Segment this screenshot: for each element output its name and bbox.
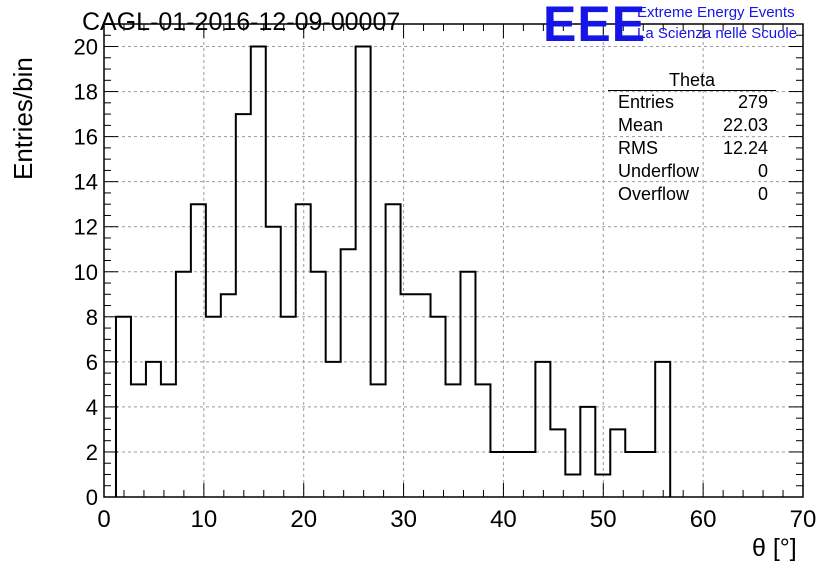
- histogram-bin: [356, 47, 371, 497]
- y-tick-label: 8: [86, 305, 98, 330]
- histogram-bin: [236, 114, 251, 497]
- histogram-bin: [655, 362, 670, 497]
- histogram-bin: [116, 317, 131, 497]
- histogram-bin: [191, 204, 206, 497]
- x-tick-label: 40: [490, 506, 517, 533]
- histogram-bin: [520, 452, 535, 497]
- y-tick-label: 16: [74, 125, 98, 150]
- stats-label: Mean: [618, 115, 664, 135]
- y-tick-label: 14: [74, 170, 98, 195]
- histogram-bin: [386, 204, 401, 497]
- stats-value: 279: [737, 92, 768, 112]
- stats-label: Overflow: [618, 184, 690, 204]
- histogram-bin: [550, 429, 565, 497]
- stats-row-mean: Mean 22.03: [608, 114, 776, 137]
- histogram-bin: [176, 272, 191, 497]
- plot-frame: [103, 23, 804, 498]
- histogram-bin: [296, 204, 311, 497]
- y-tick-label: 0: [86, 485, 98, 510]
- histogram-bin: [535, 362, 550, 497]
- x-tick-label: 0: [97, 506, 110, 533]
- histogram-bin: [416, 294, 431, 497]
- stats-value: 22.03: [722, 115, 768, 135]
- stats-row-overflow: Overflow 0: [608, 183, 776, 206]
- y-tick-label: 18: [74, 80, 98, 105]
- histogram-bin: [146, 362, 161, 497]
- eee-logo: EEE: [543, 0, 647, 52]
- histogram-bin: [431, 317, 446, 497]
- histogram-outline: [114, 45, 672, 497]
- y-tick-label: 2: [86, 440, 98, 465]
- histogram-bin: [565, 474, 580, 497]
- histogram-bin: [610, 429, 625, 497]
- histogram-bin: [505, 452, 520, 497]
- histogram-bin: [311, 272, 326, 497]
- stats-box: Theta Entries 279 Mean 22.03 RMS 12.24 U…: [608, 70, 776, 206]
- histogram-bin: [221, 294, 236, 497]
- stats-value: 0: [757, 184, 768, 204]
- stats-row-underflow: Underflow 0: [608, 160, 776, 183]
- chart-title: CAGL-01-2016-12-09-00007: [82, 8, 401, 36]
- y-tick-label: 4: [86, 395, 98, 420]
- histogram-bin: [460, 272, 475, 497]
- x-tick-label: 60: [690, 506, 717, 533]
- histogram-bin: [161, 384, 176, 497]
- histogram-bin: [475, 384, 490, 497]
- x-axis-label: θ [°]: [752, 534, 797, 562]
- x-tick-label: 30: [390, 506, 417, 533]
- histogram-bin: [281, 317, 296, 497]
- histogram-bin: [131, 384, 146, 497]
- y-tick-label: 12: [74, 215, 98, 240]
- x-tick-label: 20: [290, 506, 317, 533]
- histogram-bin: [640, 452, 655, 497]
- histogram-bin: [206, 317, 221, 497]
- histogram-bin: [401, 294, 416, 497]
- histogram-bin: [266, 227, 281, 497]
- stats-label: Entries: [618, 92, 675, 112]
- y-axis-label: Entries/bin: [8, 57, 38, 180]
- y-tick-label: 20: [74, 35, 98, 60]
- histogram-bin: [251, 47, 266, 497]
- histogram-bin: [595, 474, 610, 497]
- stats-title: Theta: [608, 70, 776, 91]
- histogram-bin: [371, 384, 386, 497]
- logo-line-2: La Scienza nelle Scuole: [637, 25, 798, 42]
- logo-line-1: Extreme Energy Events: [637, 4, 795, 21]
- histogram-bin: [341, 249, 356, 497]
- histogram-bin: [326, 362, 341, 497]
- x-tick-label: 10: [191, 506, 218, 533]
- x-tick-label: 70: [790, 506, 817, 533]
- y-tick-label: 10: [74, 260, 98, 285]
- stats-label: Underflow: [618, 161, 700, 181]
- histogram-bin: [580, 407, 595, 497]
- stats-row-entries: Entries 279: [608, 91, 776, 114]
- histogram-bin: [490, 452, 505, 497]
- histogram-bin: [625, 452, 640, 497]
- stats-value: 12.24: [722, 138, 768, 158]
- stats-label: RMS: [618, 138, 658, 158]
- y-tick-label: 6: [86, 350, 98, 375]
- x-tick-label: 50: [590, 506, 617, 533]
- histogram-bin: [446, 384, 461, 497]
- stats-row-rms: RMS 12.24: [608, 137, 776, 160]
- stats-value: 0: [757, 161, 768, 181]
